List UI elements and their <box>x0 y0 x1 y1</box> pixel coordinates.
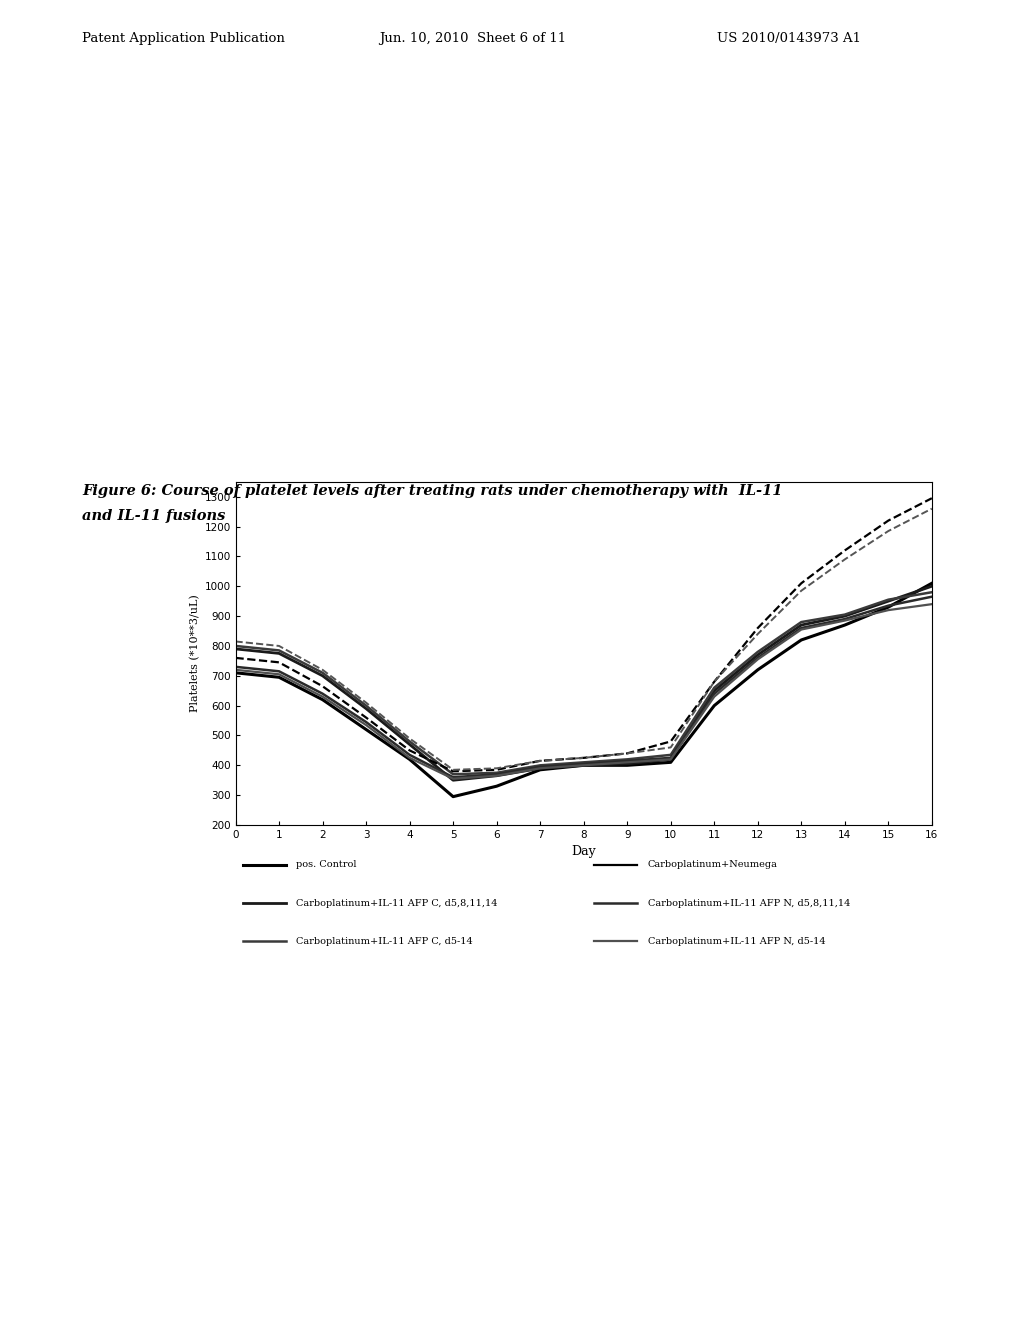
Text: Figure 6: Course of platelet levels after treating rats under chemotherapy with : Figure 6: Course of platelet levels afte… <box>82 484 782 498</box>
Text: Jun. 10, 2010  Sheet 6 of 11: Jun. 10, 2010 Sheet 6 of 11 <box>379 32 566 45</box>
Text: Carboplatinum+Neumega: Carboplatinum+Neumega <box>648 861 777 870</box>
Text: Carboplatinum+IL-11 AFP N, d5,8,11,14: Carboplatinum+IL-11 AFP N, d5,8,11,14 <box>648 899 850 908</box>
Text: Carboplatinum+IL-11 AFP N, d5-14: Carboplatinum+IL-11 AFP N, d5-14 <box>648 937 825 946</box>
Text: Patent Application Publication: Patent Application Publication <box>82 32 285 45</box>
Text: Carboplatinum+IL-11 AFP C, d5-14: Carboplatinum+IL-11 AFP C, d5-14 <box>297 937 473 946</box>
X-axis label: Day: Day <box>571 845 596 858</box>
Text: Carboplatinum+IL-11 AFP C, d5,8,11,14: Carboplatinum+IL-11 AFP C, d5,8,11,14 <box>297 899 498 908</box>
Text: pos. Control: pos. Control <box>297 861 357 870</box>
Text: US 2010/0143973 A1: US 2010/0143973 A1 <box>717 32 861 45</box>
Y-axis label: Platelets (*10**3/uL): Platelets (*10**3/uL) <box>189 594 201 713</box>
Text: and IL-11 fusions: and IL-11 fusions <box>82 510 225 523</box>
